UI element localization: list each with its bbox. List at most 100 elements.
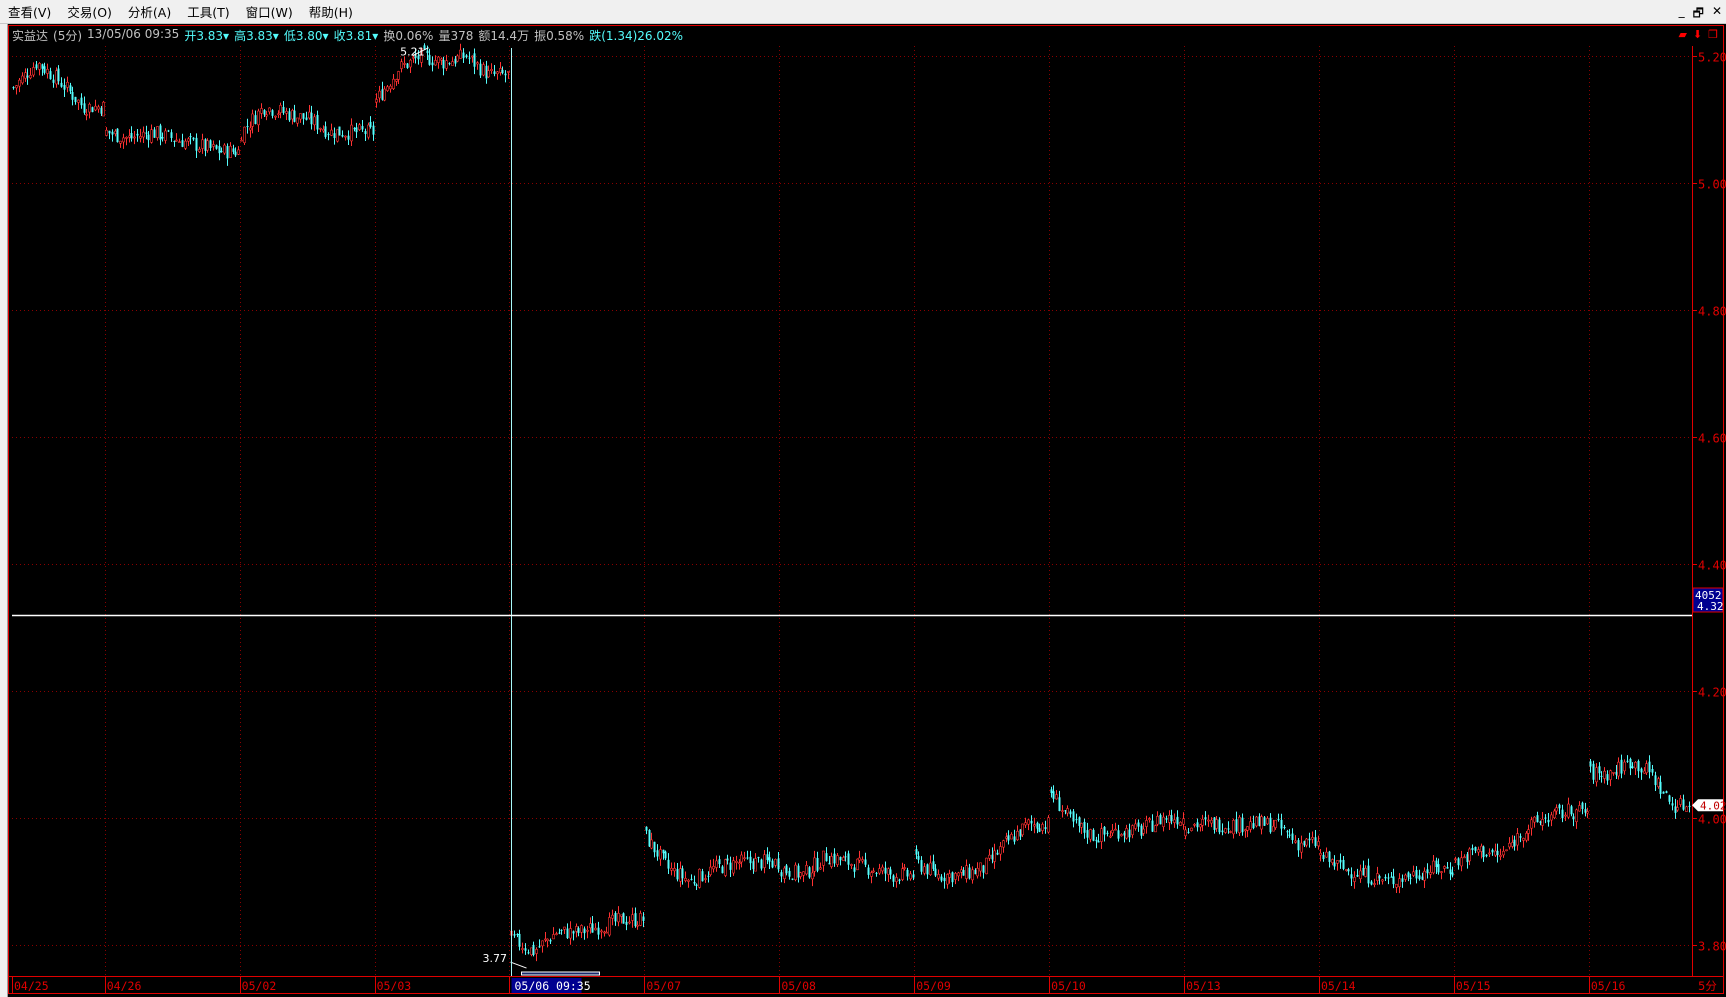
candle xyxy=(1356,868,1359,878)
candle-body xyxy=(1218,819,1221,833)
candle-body xyxy=(468,57,471,59)
candle xyxy=(861,856,864,864)
candle xyxy=(246,118,249,134)
candle xyxy=(187,137,190,146)
candle xyxy=(12,86,15,90)
candle xyxy=(715,855,718,872)
candle-body xyxy=(403,63,406,65)
candle xyxy=(170,129,173,142)
candle xyxy=(1013,829,1016,845)
candle-body xyxy=(1255,816,1258,827)
candle-body xyxy=(1359,870,1362,880)
candle-body xyxy=(1362,867,1365,876)
menu-help[interactable]: 帮助(H) xyxy=(308,5,353,20)
candle xyxy=(1134,819,1137,831)
candle-body xyxy=(1297,840,1300,851)
candle-body xyxy=(816,857,819,871)
menu-tools[interactable]: 工具(T) xyxy=(187,5,230,20)
candle xyxy=(1665,790,1668,794)
candle-body xyxy=(527,952,530,954)
candle-body xyxy=(1443,866,1446,869)
candle-body xyxy=(802,871,805,876)
menu-trade[interactable]: 交易(O) xyxy=(67,5,112,20)
candle xyxy=(738,859,741,870)
candle-body xyxy=(1629,758,1632,769)
candle-body xyxy=(1488,852,1491,855)
candle-body xyxy=(426,50,429,54)
candle-body xyxy=(698,868,701,888)
candle xyxy=(100,106,103,116)
candle-body xyxy=(1142,828,1145,834)
candle xyxy=(1547,813,1550,827)
candle xyxy=(535,947,538,962)
candle-body xyxy=(1609,770,1612,780)
candle-body xyxy=(279,105,282,113)
candle-body xyxy=(437,56,440,63)
window-copy-icon[interactable]: ❐ xyxy=(1708,28,1718,41)
restore-button[interactable]: 🗗 xyxy=(1692,6,1704,20)
candle-body xyxy=(1589,761,1592,767)
candle-body xyxy=(1592,763,1595,780)
candle xyxy=(313,113,316,131)
candle-body xyxy=(1364,867,1367,877)
candle xyxy=(462,48,465,63)
candle-body xyxy=(170,132,173,138)
candle-body xyxy=(189,135,192,138)
candle-body xyxy=(389,85,392,90)
candle xyxy=(431,56,434,72)
open-value: 开3.83▾ xyxy=(184,29,230,43)
candle xyxy=(220,147,223,153)
download-icon[interactable]: ⬇ xyxy=(1692,28,1703,41)
candle xyxy=(66,76,69,93)
candle xyxy=(175,133,178,142)
candle-body xyxy=(934,868,937,876)
candle-body xyxy=(1170,815,1173,822)
candle-body xyxy=(901,868,904,880)
candle xyxy=(1263,816,1266,827)
candle-body xyxy=(1145,820,1148,827)
candle xyxy=(639,910,642,927)
menu-window[interactable]: 窗口(W) xyxy=(245,5,293,20)
candle-body xyxy=(923,866,926,874)
candle-body xyxy=(1491,849,1494,853)
candle-body xyxy=(85,114,88,116)
candle-body xyxy=(1429,872,1432,875)
close-button[interactable]: ✕ xyxy=(1711,4,1722,18)
menu-view[interactable]: 查看(V) xyxy=(8,5,52,20)
candle xyxy=(1584,802,1587,817)
candle xyxy=(282,100,285,115)
last-price-label: 4.02 xyxy=(1700,799,1726,812)
chip-icon[interactable]: ▰ xyxy=(1678,28,1687,41)
candle-body xyxy=(471,55,474,58)
candle-body xyxy=(648,829,651,847)
candle-body xyxy=(566,928,569,939)
candle-body xyxy=(569,928,572,939)
candle xyxy=(1120,833,1123,837)
candle-body xyxy=(338,126,341,136)
candle-body xyxy=(1555,807,1558,812)
candle-body xyxy=(347,135,350,140)
candle xyxy=(1227,821,1230,834)
candle-body xyxy=(251,113,254,127)
candle-body xyxy=(476,62,479,65)
candle xyxy=(1651,765,1654,776)
candle-body xyxy=(715,860,718,868)
candle-body xyxy=(1303,841,1306,846)
candle xyxy=(204,138,207,157)
candle xyxy=(1401,874,1404,888)
minimize-button[interactable]: _ xyxy=(1678,4,1685,18)
candle-body xyxy=(712,866,715,870)
candle-body xyxy=(361,126,364,130)
candle xyxy=(223,143,226,155)
candle xyxy=(1603,767,1606,784)
price-tick-label: 5.20 xyxy=(1698,51,1726,65)
candle xyxy=(1151,814,1154,832)
candle xyxy=(29,68,32,80)
candle xyxy=(372,121,375,141)
candle xyxy=(209,139,212,151)
candle xyxy=(1387,873,1390,885)
menu-analysis[interactable]: 分析(A) xyxy=(127,5,172,20)
candle xyxy=(1373,878,1376,888)
candle-body xyxy=(1519,836,1522,838)
